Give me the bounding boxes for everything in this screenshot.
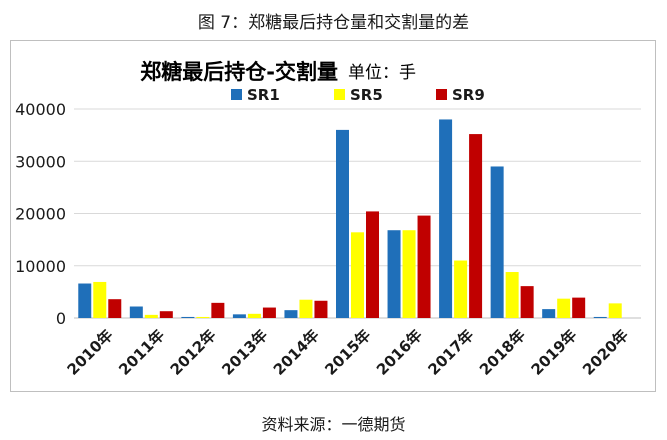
y-tick-label: 20000 [15, 205, 66, 224]
bar-sr9 [262, 307, 276, 318]
x-tick-label: 2015年 [321, 326, 374, 379]
bar-sr5 [299, 299, 313, 318]
bar-sr1 [232, 314, 246, 318]
bar-sr5 [557, 298, 571, 318]
bar-sr1 [336, 129, 349, 318]
figure-title: 图 7：郑糖最后持仓量和交割量的差 [197, 13, 470, 33]
source-note: 资料来源：一德期货 [261, 415, 406, 434]
chart-title: 郑糖最后持仓-交割量 [140, 60, 338, 84]
bar-sr9 [211, 302, 225, 318]
legend-swatch-sr9 [436, 89, 447, 100]
bar-sr1 [78, 283, 92, 318]
bar-sr1 [181, 316, 195, 318]
x-tick-label: 2012年 [167, 326, 220, 379]
chart-frame: 0 10000 20000 30000 40000 2010年 2011年 2012年 201… [10, 40, 656, 392]
bar-sr5 [247, 313, 261, 318]
x-tick-label: 2017年 [424, 326, 477, 379]
x-tick-label: 2016年 [373, 326, 426, 379]
chart-unit: 单位：手 [348, 63, 416, 83]
bar-sr9 [520, 286, 534, 318]
bar-sr5 [505, 272, 519, 318]
bar-sr1 [542, 309, 556, 318]
x-tick-label: 2019年 [528, 326, 581, 379]
bar-sr9 [159, 311, 173, 318]
bar-sr5 [402, 230, 416, 318]
legend-label-sr5: SR5 [350, 86, 383, 104]
y-tick-label: 40000 [15, 100, 66, 119]
legend-swatch-sr5 [334, 89, 345, 100]
bar-sr9 [108, 299, 122, 318]
bar-sr9 [469, 134, 483, 318]
y-axis: 0 10000 20000 30000 40000 [15, 100, 66, 328]
bar-sr5 [196, 316, 210, 318]
bar-sr9 [417, 215, 431, 318]
bar-sr1 [490, 166, 504, 318]
y-tick-label: 0 [56, 309, 66, 328]
x-tick-label: 2018年 [476, 326, 529, 379]
bar-sr1 [593, 316, 607, 318]
bar-sr5 [608, 303, 622, 318]
x-tick-label: 2020年 [579, 326, 632, 379]
bar-sr5 [454, 260, 468, 318]
x-tick-label: 2011年 [115, 326, 168, 379]
x-tick-label: 2010年 [64, 326, 117, 379]
y-tick-label: 10000 [15, 257, 66, 276]
x-tick-label: 2013年 [218, 326, 271, 379]
bar-sr9 [366, 211, 379, 318]
x-tick-label: 2014年 [270, 326, 323, 379]
bar-sr1 [439, 119, 453, 318]
bar-sr5 [93, 281, 107, 318]
x-axis: 2010年2011年2012年2013年2014年2015年2016年2017年… [64, 326, 632, 379]
chart-bars [78, 119, 622, 318]
legend-label-sr1: SR1 [247, 86, 280, 104]
chart-legend: SR1 SR5 SR9 [231, 86, 485, 104]
bar-sr9 [314, 300, 328, 318]
bar-sr1 [129, 306, 143, 318]
bar-sr5 [144, 314, 158, 318]
bar-sr9 [572, 297, 586, 318]
bar-sr1 [387, 230, 401, 318]
bar-sr1 [284, 310, 298, 318]
legend-label-sr9: SR9 [452, 86, 485, 104]
y-tick-label: 30000 [15, 152, 66, 171]
legend-swatch-sr1 [231, 89, 242, 100]
bar-sr5 [351, 232, 364, 318]
